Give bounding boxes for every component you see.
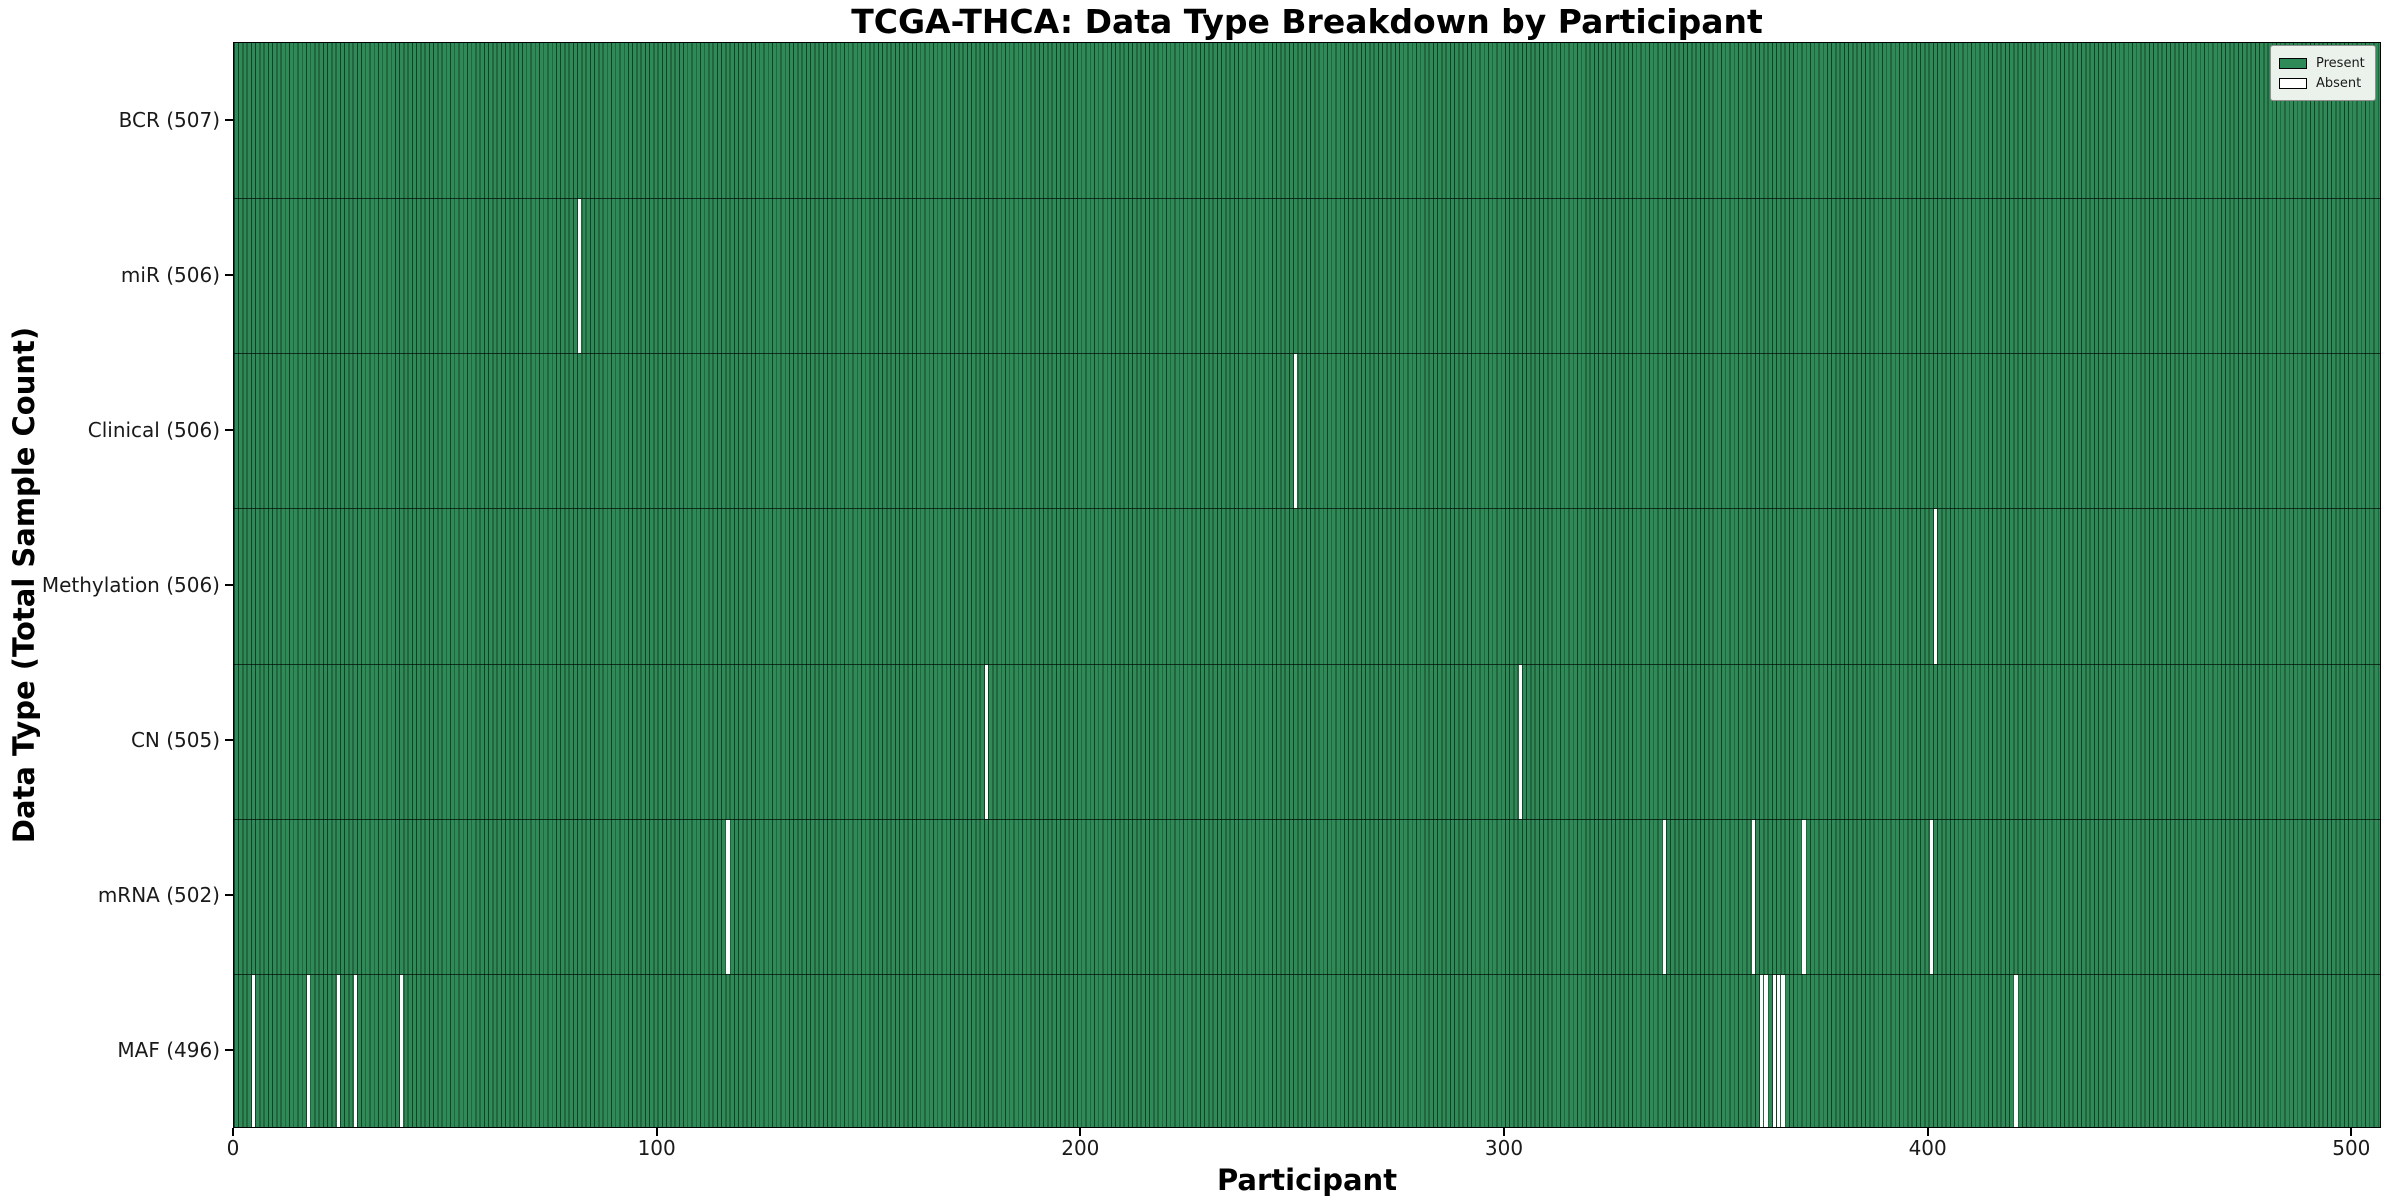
heatmap-row-cn [234, 663, 2380, 819]
x-tick-label: 100 [637, 1136, 676, 1160]
y-tick-mark [225, 1049, 233, 1052]
absent-cell [400, 974, 404, 1127]
absent-cell [1929, 819, 1933, 974]
absent-cell [578, 199, 582, 354]
legend-swatch-present [2279, 57, 2307, 69]
heatmap-row-mrna [234, 818, 2380, 974]
absent-cell [1760, 974, 1764, 1127]
absent-cell [1772, 974, 1777, 1127]
x-tick-mark [1926, 1128, 1929, 1136]
absent-cell [1781, 974, 1785, 1127]
x-tick-mark [1079, 1128, 1082, 1136]
legend-label: Present [2316, 55, 2365, 71]
y-tick-mark [225, 894, 233, 897]
y-tick-label: miR (506) [120, 262, 220, 287]
absent-cell [726, 819, 730, 974]
heatmap-row-mir [234, 198, 2380, 354]
y-tick-label: CN (505) [130, 728, 220, 753]
x-tick-label: 400 [1908, 1136, 1947, 1160]
absent-cell [353, 974, 357, 1127]
absent-cell [1802, 819, 1806, 974]
x-tick-label: 500 [2332, 1136, 2371, 1160]
heatmap-row-maf [234, 973, 2380, 1127]
absent-cell [1751, 819, 1755, 974]
legend-entry-present: Present [2279, 53, 2365, 73]
absent-cell [1662, 819, 1666, 974]
legend-entry-absent: Absent [2279, 73, 2365, 93]
y-tick-label: Methylation (506) [41, 573, 220, 597]
y-tick-mark [225, 428, 233, 431]
y-tick-label: mRNA (502) [97, 883, 220, 908]
absent-cell [2014, 974, 2018, 1127]
absent-cell [336, 974, 340, 1127]
y-tick-label: MAF (496) [117, 1038, 220, 1063]
heatmap-row-methylation [234, 508, 2380, 664]
x-tick-label: 0 [226, 1136, 240, 1160]
plot-area [233, 42, 2381, 1128]
absent-cell [1518, 664, 1522, 819]
x-axis-label: Participant [1216, 1163, 1398, 1197]
chart-title: TCGA-THCA: Data Type Breakdown by Partic… [851, 2, 1763, 41]
x-tick-mark [232, 1128, 234, 1136]
legend-label: Absent [2316, 75, 2362, 91]
absent-cell [1764, 974, 1768, 1127]
absent-cell [306, 974, 311, 1127]
absent-cell [251, 974, 256, 1127]
absent-cell [1294, 354, 1298, 509]
y-tick-label: Clinical (506) [87, 417, 220, 442]
legend: Present Absent [2270, 45, 2376, 101]
y-tick-mark [225, 118, 233, 121]
y-tick-mark [225, 739, 233, 742]
y-tick-mark [225, 273, 233, 276]
heatmap-row-bcr [234, 43, 2380, 199]
absent-cell [1933, 509, 1938, 664]
absent-cell [984, 664, 989, 819]
y-tick-label: BCR (507) [118, 107, 220, 132]
x-tick-mark [1503, 1128, 1505, 1136]
x-tick-mark [2350, 1128, 2353, 1136]
y-tick-mark [225, 584, 233, 586]
legend-swatch-absent [2279, 77, 2307, 89]
heatmap-row-clinical [234, 353, 2380, 509]
x-tick-label: 300 [1484, 1136, 1524, 1160]
x-tick-label: 200 [1061, 1136, 1100, 1160]
absent-cell [1777, 974, 1781, 1127]
x-tick-mark [655, 1128, 658, 1136]
